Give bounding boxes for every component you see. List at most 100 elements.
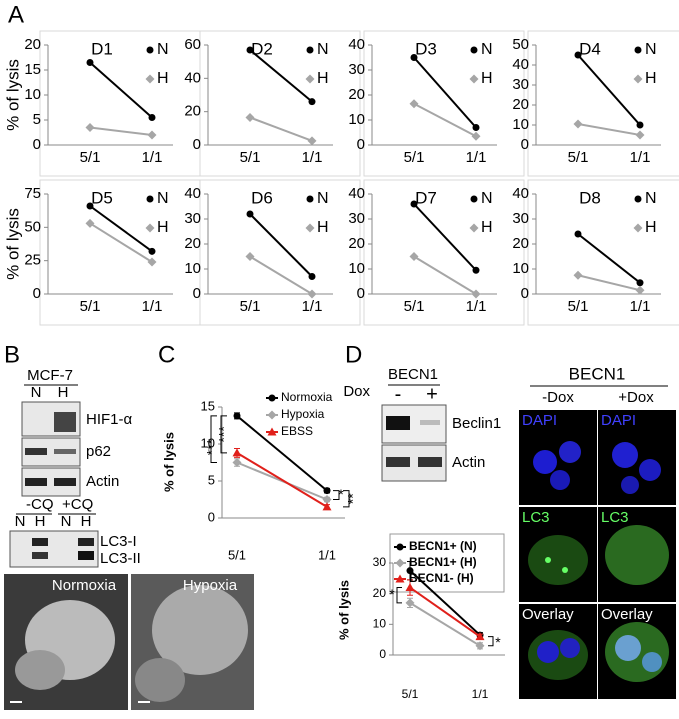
annotation: ** bbox=[345, 493, 361, 504]
band-label: HIF1-α bbox=[86, 411, 133, 428]
series-line bbox=[413, 56, 477, 129]
y-tick-label: 20 bbox=[348, 235, 365, 252]
x-tick-label: 5/1 bbox=[402, 687, 419, 701]
y-tick-label: 40 bbox=[348, 185, 365, 202]
legend-label: H bbox=[317, 70, 329, 87]
y-tick-label: 10 bbox=[348, 111, 365, 128]
series-line bbox=[89, 222, 153, 263]
label: Dox bbox=[343, 383, 370, 400]
point bbox=[232, 458, 242, 467]
series-line bbox=[236, 415, 328, 492]
x-tick-label: 5/1 bbox=[228, 547, 246, 562]
legend-marker bbox=[146, 195, 154, 203]
y-tick-label: 0 bbox=[193, 285, 201, 302]
point bbox=[573, 119, 583, 129]
y-tick-label: 30 bbox=[184, 210, 201, 227]
series-line bbox=[577, 233, 641, 284]
panel-frame bbox=[527, 179, 679, 326]
point bbox=[472, 266, 480, 274]
panel-frame bbox=[363, 30, 525, 177]
point bbox=[471, 289, 481, 299]
legend-marker bbox=[634, 195, 642, 203]
series-line bbox=[89, 61, 153, 119]
legend-marker bbox=[305, 223, 315, 233]
y-axis-label: % of lysis bbox=[3, 208, 22, 280]
point bbox=[636, 121, 644, 129]
legend-label: BECN1+ (H) bbox=[409, 555, 477, 569]
label: N bbox=[61, 513, 72, 530]
y-tick-label: 30 bbox=[348, 210, 365, 227]
legend-label: Normoxia bbox=[281, 390, 333, 404]
x-tick-label: 5/1 bbox=[404, 298, 425, 315]
image-label: DAPI bbox=[522, 412, 557, 429]
x-tick-label: 1/1 bbox=[142, 298, 163, 315]
legend-label: EBSS bbox=[281, 424, 313, 438]
label: -CQ bbox=[26, 496, 54, 513]
y-tick-label: 20 bbox=[184, 103, 201, 120]
legend-label: N bbox=[157, 41, 169, 58]
y-tick-label: 10 bbox=[512, 260, 529, 277]
legend-marker bbox=[306, 46, 314, 54]
bracket bbox=[488, 636, 494, 647]
series-line bbox=[409, 602, 481, 647]
x-tick-label: 1/1 bbox=[142, 149, 163, 166]
chart-title: D6 bbox=[251, 188, 273, 207]
legend-label: N bbox=[157, 190, 169, 207]
x-tick-label: 1/1 bbox=[302, 149, 323, 166]
chart-title: D4 bbox=[579, 39, 601, 58]
legend-marker bbox=[470, 195, 478, 203]
y-tick-label: 20 bbox=[24, 36, 41, 53]
x-tick-label: 1/1 bbox=[630, 149, 651, 166]
y-tick-label: 40 bbox=[348, 36, 365, 53]
series-line bbox=[577, 274, 641, 292]
label: BECN1 bbox=[388, 366, 438, 383]
point bbox=[86, 59, 94, 66]
point bbox=[322, 502, 332, 511]
x-tick-label: 5/1 bbox=[80, 298, 101, 315]
point bbox=[574, 230, 582, 238]
y-tick-label: 60 bbox=[184, 36, 201, 53]
legend-marker bbox=[305, 74, 315, 84]
point bbox=[475, 632, 485, 641]
point bbox=[147, 257, 157, 267]
micrographs-d: BECN1 -Dox +Dox DAPI DAPI LC3 LC3 Overla… bbox=[519, 364, 676, 699]
image-label: Overlay bbox=[601, 606, 653, 623]
band-label: LC3-II bbox=[100, 550, 141, 567]
image-label: DAPI bbox=[601, 412, 636, 429]
image-label: LC3 bbox=[601, 509, 629, 526]
y-tick-label: 40 bbox=[512, 185, 529, 202]
series-line bbox=[89, 126, 153, 136]
y-axis-label: % of lysis bbox=[161, 432, 176, 492]
annotation: * bbox=[389, 586, 395, 602]
y-tick-label: 10 bbox=[348, 260, 365, 277]
band-label: Beclin1 bbox=[452, 415, 501, 432]
x-tick-label: 1/1 bbox=[466, 298, 487, 315]
legend-marker bbox=[267, 427, 277, 436]
point bbox=[245, 113, 255, 122]
legend-marker bbox=[146, 46, 154, 54]
chart-title: D7 bbox=[415, 188, 437, 207]
blot-d: BECN1 Dox - + Beclin1 Actin bbox=[343, 366, 501, 482]
annotation: *** bbox=[216, 426, 232, 443]
label: + bbox=[426, 383, 438, 405]
series-line bbox=[413, 102, 477, 138]
y-axis-label: % of lysis bbox=[336, 580, 351, 640]
label: MCF-7 bbox=[27, 367, 73, 384]
y-tick-label: 20 bbox=[184, 235, 201, 252]
x-tick-label: 5/1 bbox=[404, 149, 425, 166]
point bbox=[475, 641, 485, 651]
annotation: *** bbox=[204, 438, 220, 455]
point bbox=[308, 98, 316, 106]
legend-label: N bbox=[317, 41, 329, 58]
legend-label: N bbox=[645, 190, 657, 207]
series-line bbox=[409, 586, 481, 638]
panel-frame bbox=[199, 179, 361, 326]
legend-marker bbox=[470, 46, 478, 54]
y-tick-label: 0 bbox=[357, 136, 365, 153]
y-tick-label: 20 bbox=[373, 586, 387, 600]
y-tick-label: 0 bbox=[33, 285, 41, 302]
x-tick-label: 5/1 bbox=[568, 149, 589, 166]
x-tick-label: 1/1 bbox=[466, 149, 487, 166]
panel-label: D bbox=[345, 341, 362, 368]
y-tick-label: 20 bbox=[512, 96, 529, 113]
